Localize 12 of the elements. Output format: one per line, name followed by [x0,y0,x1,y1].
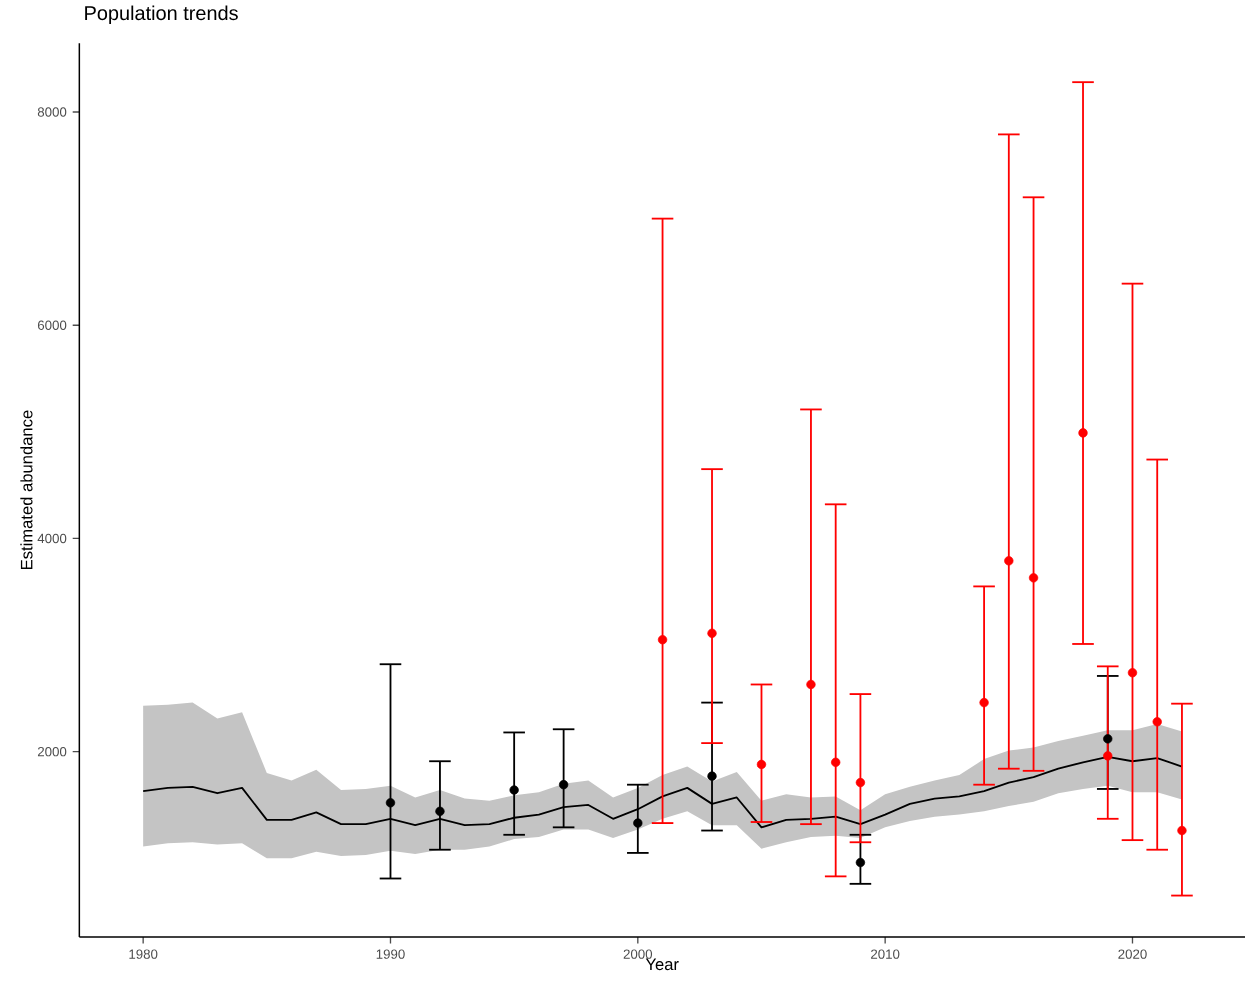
y-tick-label: 8000 [37,107,67,117]
x-tick-label: 1990 [376,949,405,959]
y-tick-label: 2000 [37,747,67,757]
y-tick-label: 4000 [37,533,67,544]
x-axis-title: Year [645,958,679,971]
chart-title: Population trends [85,5,238,25]
y-axis-title: Estimated abundance [20,410,33,570]
x-tick-label: 2020 [1118,949,1147,959]
x-tick-label: 1980 [129,949,158,959]
x-tick-label: 2000 [623,949,653,959]
y-tick-label: 6000 [37,320,67,331]
x-tick-label: 2010 [871,949,900,959]
